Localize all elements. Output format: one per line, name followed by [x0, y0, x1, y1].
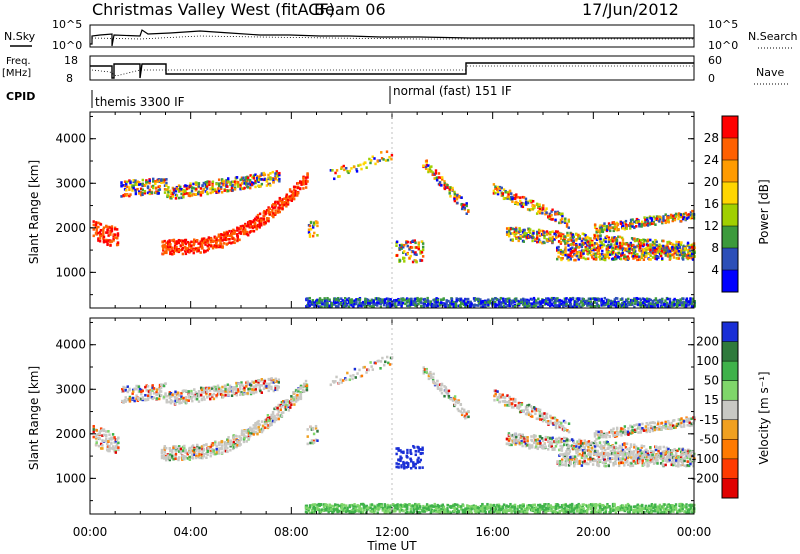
colorbar-tick-label: -200 — [692, 471, 719, 485]
y-tick-label: 2000 — [55, 221, 86, 235]
noise-tick-top-left: 10^5 — [52, 18, 82, 31]
plot-title: Christmas Valley West (fitACF) — [92, 0, 335, 19]
x-tick-label: 00:00 — [73, 525, 108, 539]
colorbar-tick-label: 200 — [696, 335, 719, 349]
y-tick-label: 3000 — [55, 176, 86, 190]
nave-tick-top: 60 — [708, 54, 722, 67]
x-axis: 00:00 04:00 08:00 12:00 16:00 20:00 00:00 — [73, 525, 712, 539]
freq-trace — [90, 62, 694, 79]
nave-tick-bottom: 0 — [708, 72, 715, 85]
nsearch-label: N.Search — [748, 30, 798, 43]
colorbar-segment — [722, 116, 738, 139]
colorbar-segment — [722, 341, 738, 362]
freq-label-line1: Freq. — [6, 56, 31, 67]
colorbar-segment — [722, 400, 738, 421]
colorbar-segment — [722, 248, 738, 271]
velocity-axes: 1000 2000 3000 4000 — [55, 318, 695, 514]
velocity-data — [92, 355, 696, 515]
velocity-colorbar-label: Velocity [m s⁻¹] — [757, 371, 771, 464]
y-tick-label: 2000 — [55, 427, 86, 441]
x-tick-label: 20:00 — [576, 525, 611, 539]
colorbar-segment — [722, 160, 738, 183]
colorbar-tick-label: 12 — [704, 219, 719, 233]
freq-panel: Freq. [MHz] 18 8 60 0 Nave — [2, 54, 788, 85]
x-tick-label: 12:00 — [375, 525, 410, 539]
colorbar-tick-label: 50 — [704, 374, 719, 388]
x-tick-label: 00:00 — [677, 525, 712, 539]
power-data — [92, 150, 696, 309]
date-label: 17/Jun/2012 — [582, 0, 679, 19]
colorbar-tick-label: -15 — [699, 413, 719, 427]
cpid-row: CPID themis 3300 IF normal (fast) 151 IF — [6, 84, 512, 109]
colorbar-tick-label: -100 — [692, 452, 719, 466]
beam-label: Beam 06 — [314, 0, 386, 19]
x-tick-label: 04:00 — [173, 525, 208, 539]
freq-label-line2: [MHz] — [2, 68, 31, 79]
colorbar-tick-label: 20 — [704, 175, 719, 189]
nave-trace — [91, 65, 694, 77]
colorbar-segment — [722, 458, 738, 479]
cpid-normal: normal (fast) 151 IF — [393, 84, 512, 98]
noise-tick-top-right: 10^5 — [708, 18, 738, 31]
colorbar-segment — [722, 380, 738, 401]
x-tick-label: 08:00 — [274, 525, 309, 539]
colorbar-tick-label: 100 — [696, 354, 719, 368]
power-colorbar: 28 24 20 16 12 8 4 — [704, 115, 739, 293]
y-tick-label: 4000 — [55, 338, 86, 352]
nsky-trace — [90, 29, 694, 47]
cpid-label: CPID — [6, 90, 35, 103]
velocity-ylabel: Slant Range [km] — [27, 366, 41, 470]
power-ylabel: Slant Range [km] — [27, 160, 41, 264]
noise-tick-bottom-right: 10^0 — [708, 39, 738, 52]
colorbar-tick-label: 16 — [704, 197, 719, 211]
cpid-themis: themis 3300 IF — [95, 95, 185, 109]
colorbar-tick-label: 15 — [704, 393, 719, 407]
y-tick-label: 1000 — [55, 471, 86, 485]
colorbar-segment — [722, 226, 738, 249]
x-tick-label: 16:00 — [475, 525, 510, 539]
y-tick-label: 3000 — [55, 382, 86, 396]
colorbar-tick-label: 28 — [704, 131, 719, 145]
colorbar-segment — [722, 322, 738, 343]
colorbar-segment — [722, 270, 738, 293]
freq-tick-bottom: 8 — [66, 72, 73, 85]
colorbar-tick-label: -50 — [699, 432, 719, 446]
colorbar-tick-label: 24 — [704, 153, 719, 167]
freq-tick-top: 18 — [64, 54, 78, 67]
colorbar-segment — [722, 138, 738, 161]
colorbar-tick-label: 4 — [711, 263, 719, 277]
colorbar-segment — [722, 182, 738, 205]
noise-panel: N.Sky 10^5 10^0 10^5 10^0 N.Search — [4, 18, 798, 52]
power-axes: 1000 2000 3000 4000 — [55, 112, 695, 308]
power-colorbar-label: Power [dB] — [757, 179, 771, 244]
colorbar-segment — [722, 361, 738, 382]
velocity-colorbar: 200 100 50 15 -15 -50 -100 -200 — [692, 321, 739, 499]
y-tick-label: 1000 — [55, 265, 86, 279]
y-tick-label: 4000 — [55, 132, 86, 146]
nave-label: Nave — [756, 66, 784, 79]
colorbar-tick-label: 8 — [711, 241, 719, 255]
noise-tick-bottom-left: 10^0 — [52, 39, 82, 52]
colorbar-segment — [722, 204, 738, 227]
colorbar-segment — [722, 439, 738, 460]
nsky-label: N.Sky — [4, 30, 36, 43]
colorbar-segment — [722, 419, 738, 440]
power-panel: 1000 2000 3000 4000 Slant Range [km] 28 24 20… — [27, 111, 771, 309]
x-axis-label: Time UT — [366, 539, 417, 553]
colorbar-segment — [722, 478, 738, 499]
